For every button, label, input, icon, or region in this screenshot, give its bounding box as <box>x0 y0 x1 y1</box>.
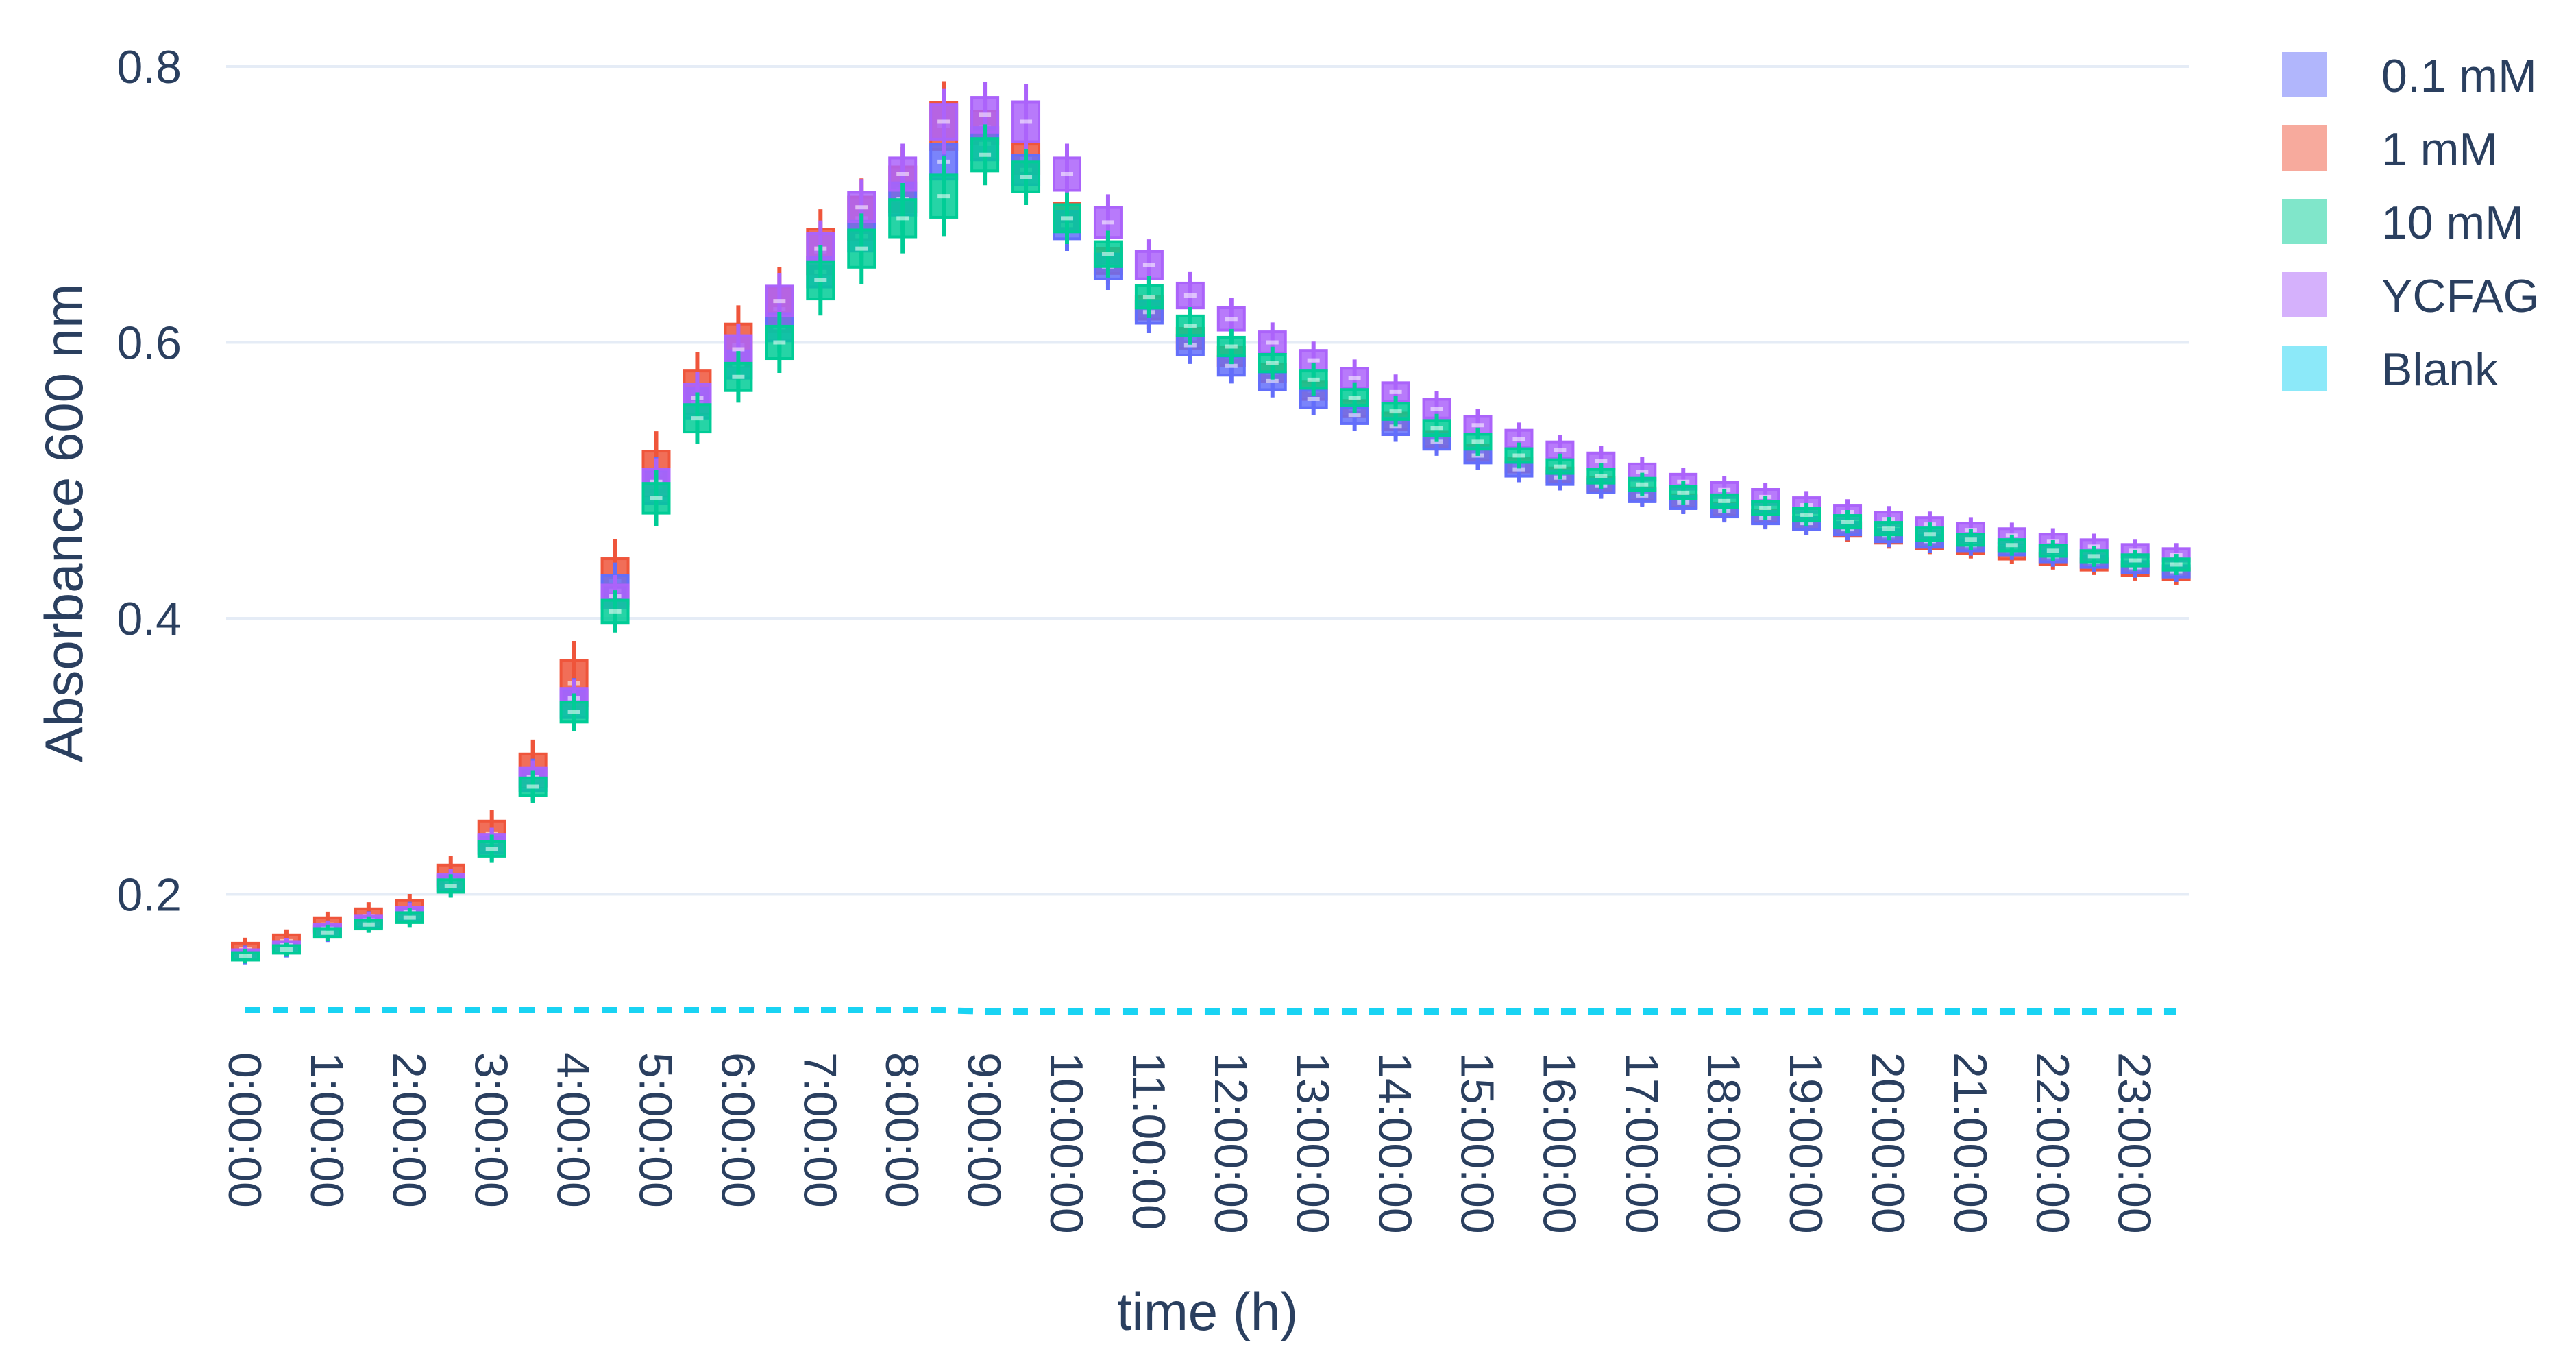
blank-dashed-line <box>245 1006 2176 1015</box>
x-tick-label: 22:00:00 <box>2026 1052 2078 1234</box>
y-tick-label: 0.4 <box>116 593 182 645</box>
x-tick-label: 20:00:00 <box>1862 1052 1914 1234</box>
x-tick-label: 23:00:00 <box>2109 1052 2161 1234</box>
x-tick-label: 4:00:00 <box>548 1052 600 1208</box>
x-tick-label: 1:00:00 <box>301 1052 353 1208</box>
legend-swatch <box>2282 52 2327 97</box>
legend-label: 10 mM <box>2381 197 2524 249</box>
x-tick-label: 8:00:00 <box>876 1052 928 1208</box>
box <box>1299 369 1328 390</box>
x-tick-label: 13:00:00 <box>1287 1052 1339 1234</box>
blank-series <box>245 1006 2176 1015</box>
legend-label: 0.1 mM <box>2381 50 2537 102</box>
y-gridlines <box>226 65 2189 896</box>
y-tick-label: 0.6 <box>116 317 182 369</box>
x-tick-label: 3:00:00 <box>465 1052 517 1208</box>
x-tick-label: 15:00:00 <box>1451 1052 1504 1234</box>
y-tick-label: 0.2 <box>116 869 182 921</box>
series-10-mm <box>231 124 2191 964</box>
legend: 0.1 mM 1 mM 10 mM YCFAG Blank <box>2282 50 2540 396</box>
x-tick-label: 11:00:00 <box>1123 1052 1175 1231</box>
x-tick-label: 7:00:00 <box>794 1052 846 1208</box>
series-0.1-mm <box>231 113 2191 965</box>
x-tick-label: 9:00:00 <box>958 1052 1010 1208</box>
box <box>683 403 712 434</box>
legend-swatch <box>2282 346 2327 391</box>
y-axis-title: Absorbance 600 nm <box>34 284 94 762</box>
legend-label: YCFAG <box>2381 270 2540 322</box>
y-axis-ticks: 0.2 0.4 0.6 0.8 <box>116 41 182 921</box>
x-tick-label: 14:00:00 <box>1369 1052 1421 1234</box>
x-tick-label: 18:00:00 <box>1697 1052 1750 1234</box>
x-axis-ticks: 0:00:00 1:00:00 2:00:00 3:00:00 4:00:00 5:00:… <box>219 1052 2161 1234</box>
x-tick-label: 2:00:00 <box>383 1052 435 1208</box>
x-tick-label: 10:00:00 <box>1040 1052 1092 1234</box>
legend-label: Blank <box>2381 343 2499 396</box>
legend-label: 1 mM <box>2381 123 2498 175</box>
legend-swatch <box>2282 272 2327 317</box>
box <box>1053 203 1081 234</box>
x-tick-label: 5:00:00 <box>630 1052 682 1208</box>
x-tick-label: 0:00:00 <box>219 1052 271 1208</box>
box <box>1011 160 1041 193</box>
legend-swatch <box>2282 125 2327 171</box>
x-tick-label: 16:00:00 <box>1533 1052 1585 1234</box>
x-tick-label: 17:00:00 <box>1615 1052 1667 1234</box>
x-tick-label: 19:00:00 <box>1780 1052 1832 1234</box>
box-plot-marks <box>231 81 2191 965</box>
box <box>929 173 959 219</box>
x-tick-label: 21:00:00 <box>1944 1052 1996 1234</box>
x-axis-title: time (h) <box>1117 1281 1298 1342</box>
y-tick-label: 0.8 <box>116 41 182 93</box>
legend-swatch <box>2282 199 2327 244</box>
x-tick-label: 12:00:00 <box>1205 1052 1257 1234</box>
x-tick-label: 6:00:00 <box>711 1052 763 1208</box>
